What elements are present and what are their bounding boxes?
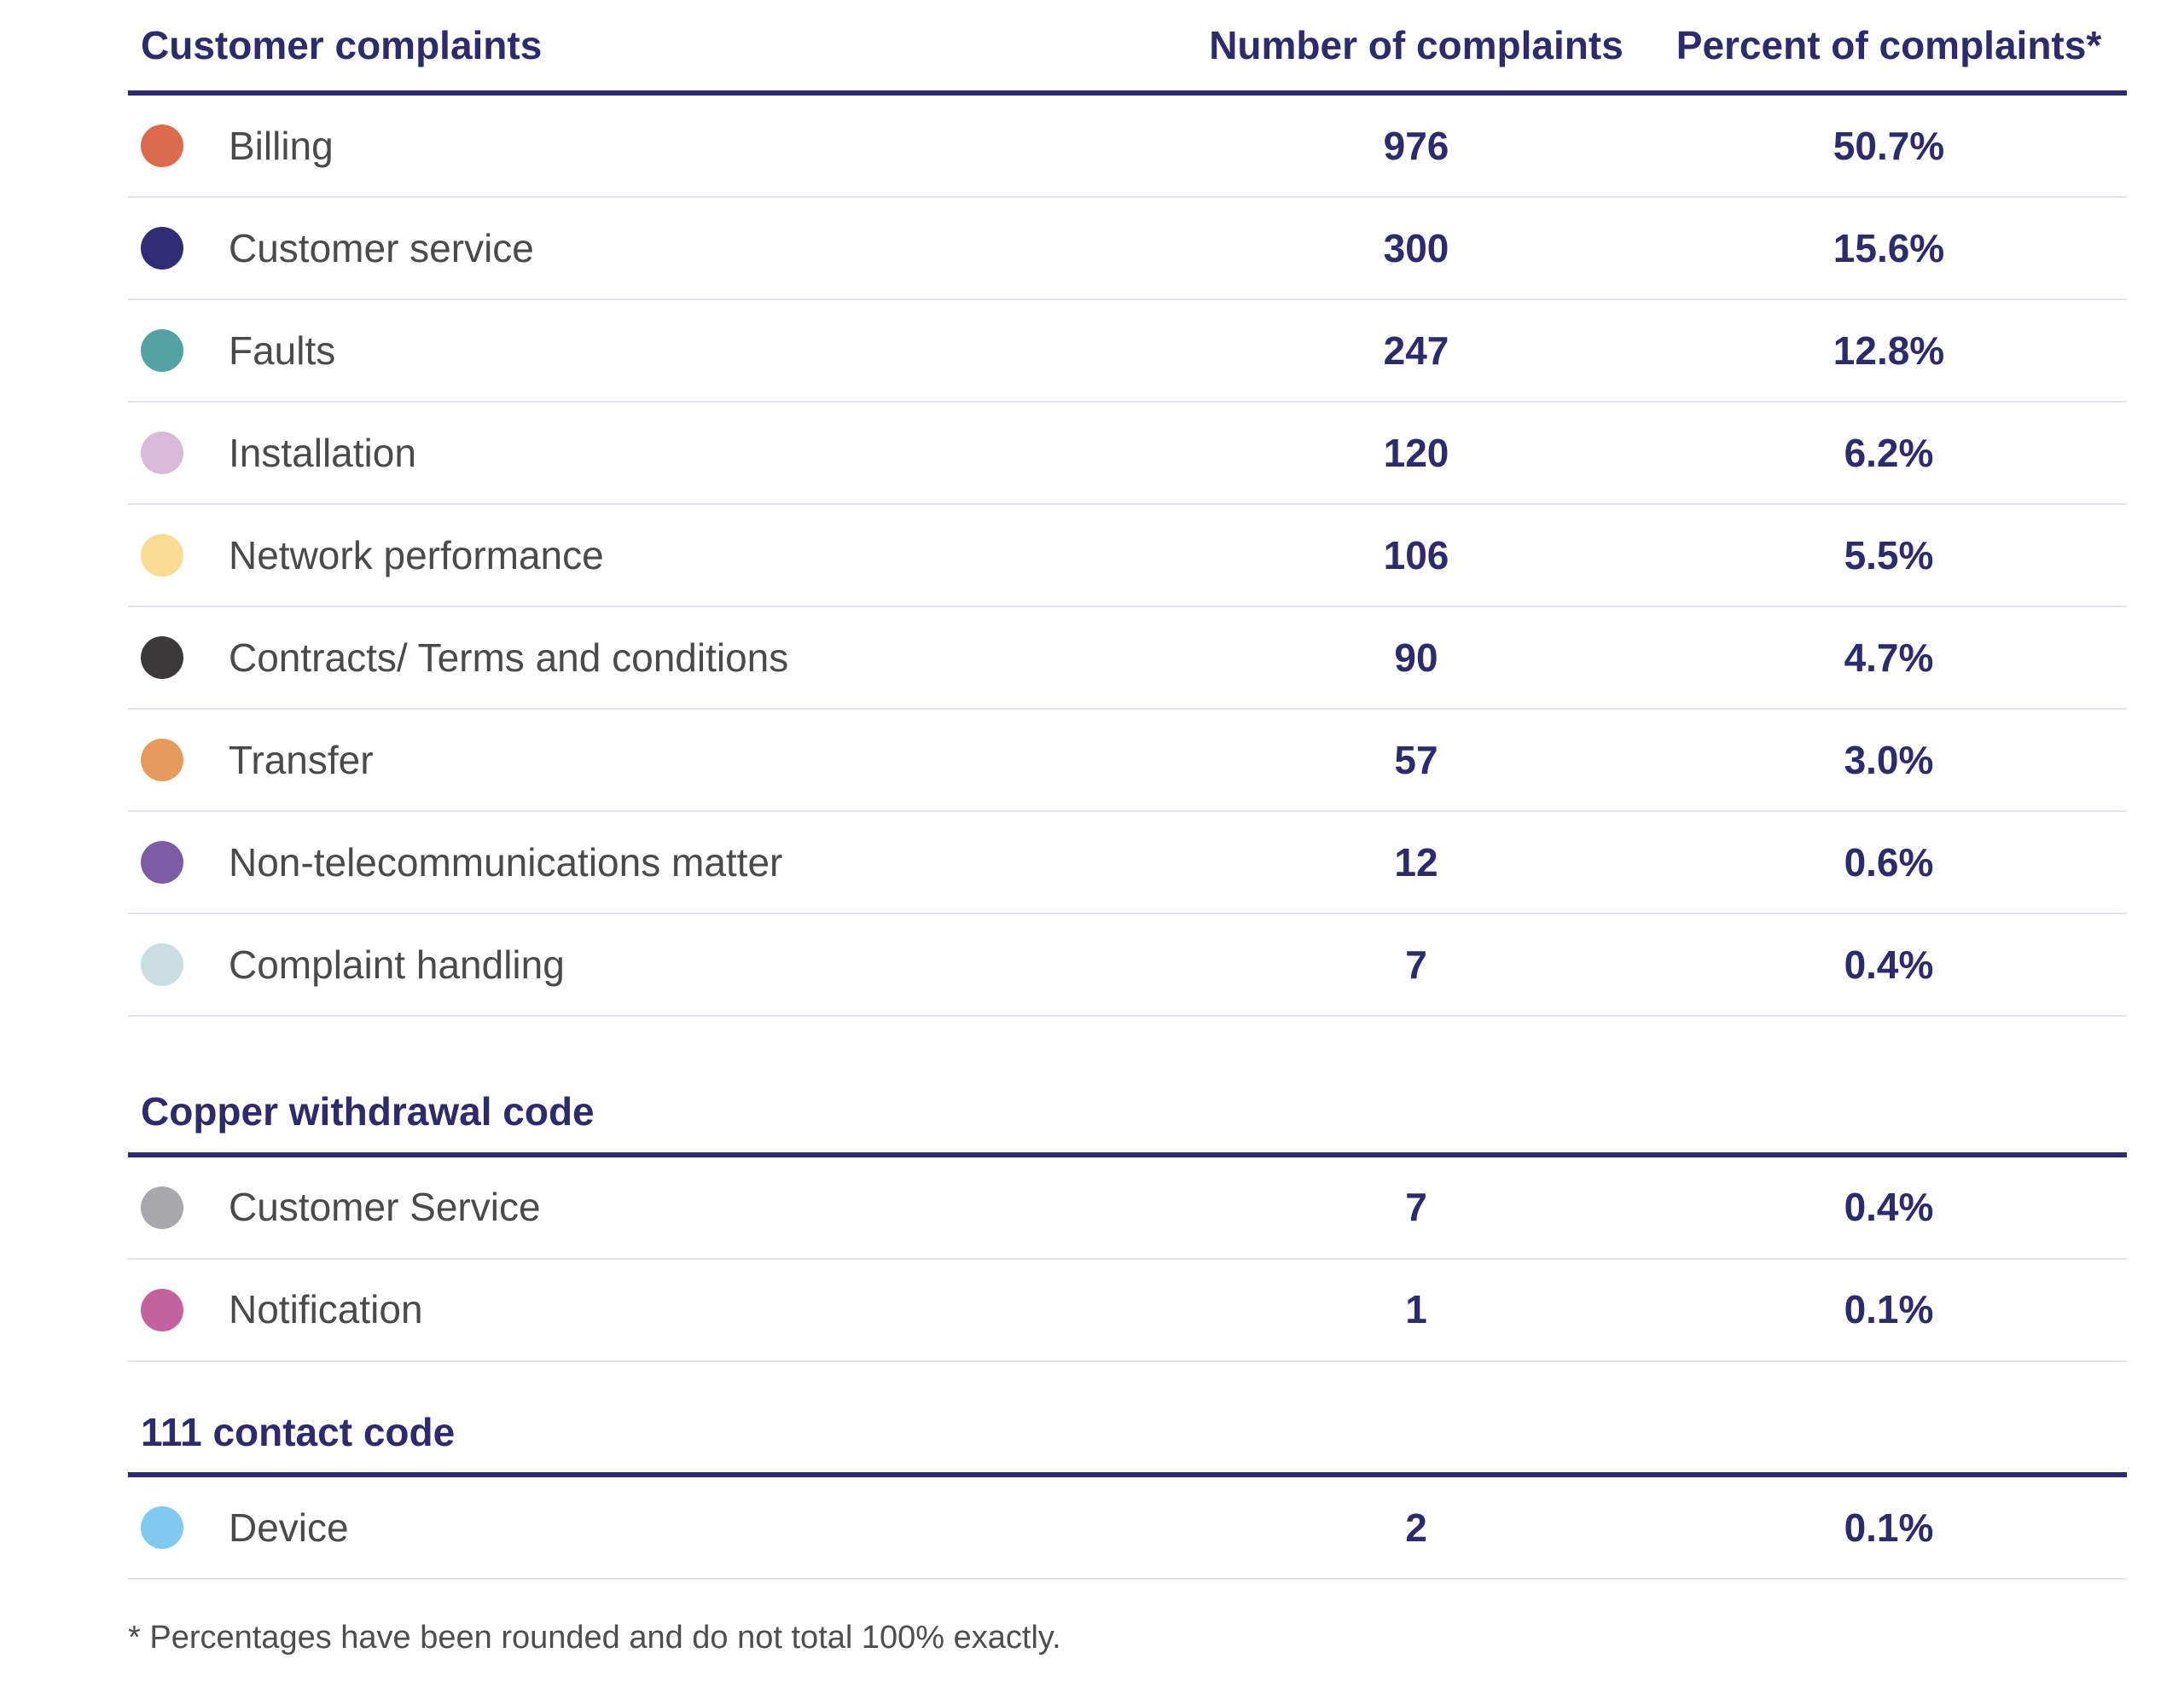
table-row-billing: Billing 976 50.7% (128, 96, 2127, 198)
row-label: Customer Service (229, 1185, 541, 1230)
column-header-percent-of-complaints: Percent of complaints* (1676, 22, 2102, 67)
row-percent: 3.0% (1844, 737, 1934, 782)
row-count: 90 (1394, 635, 1438, 680)
table-row-installation: Installation 120 6.2% (128, 403, 2127, 505)
row-percent: 15.6% (1833, 225, 1945, 270)
row-percent: 0.6% (1844, 839, 1934, 884)
table-row-non-telecommunications: Non-telecommunications matter 12 0.6% (128, 812, 2127, 914)
row-label: Billing (229, 123, 334, 168)
legend-dot-contracts (141, 636, 183, 679)
row-percent: 0.4% (1844, 942, 1934, 987)
complaints-table: Customer complaints Number of complaints… (128, 0, 2127, 1658)
column-header-customer-complaints: Customer complaints (141, 22, 543, 67)
row-percent: 6.2% (1844, 430, 1934, 475)
row-percent: 12.8% (1833, 328, 1945, 373)
row-count: 976 (1383, 123, 1449, 168)
row-percent: 0.4% (1844, 1185, 1934, 1230)
row-label: Non-telecommunications matter (229, 839, 783, 884)
legend-dot-installation (141, 432, 183, 474)
table-row-complaint-handling: Complaint handling 7 0.4% (128, 914, 2127, 1017)
column-header-number-of-complaints: Number of complaints (1209, 22, 1623, 67)
table-header-row: Customer complaints Number of complaints… (128, 0, 2127, 96)
table-row-transfer: Transfer 57 3.0% (128, 710, 2127, 812)
row-count: 300 (1383, 225, 1449, 270)
table-row-device: Device 2 0.1% (128, 1477, 2127, 1580)
row-count: 120 (1383, 430, 1449, 475)
legend-dot-copper-customer-service (141, 1186, 183, 1229)
legend-dot-network-performance (141, 534, 183, 577)
row-label: Installation (229, 430, 416, 475)
row-count: 57 (1394, 737, 1438, 782)
row-label: Transfer (229, 737, 374, 782)
legend-dot-customer-service (141, 227, 183, 270)
row-percent: 5.5% (1844, 532, 1934, 577)
section-111-contact-heading-block: 111 contact code (128, 1409, 2127, 1478)
percentages-footnote: * Percentages have been rounded and do n… (128, 1620, 1061, 1656)
section-heading-111-contact: 111 contact code (141, 1409, 456, 1454)
row-percent: 4.7% (1844, 635, 1934, 680)
row-percent: 50.7% (1833, 123, 1945, 168)
section-heading-copper-withdrawal: Copper withdrawal code (141, 1089, 595, 1134)
row-label: Customer service (229, 225, 534, 270)
table-row-contracts: Contracts/ Terms and conditions 90 4.7% (128, 607, 2127, 710)
row-count: 106 (1383, 532, 1449, 577)
table-row-network-performance: Network performance 106 5.5% (128, 505, 2127, 607)
row-count: 7 (1405, 1185, 1427, 1230)
row-label: Device (229, 1505, 349, 1550)
row-count: 1 (1405, 1287, 1427, 1332)
row-count: 12 (1394, 839, 1438, 884)
table-row-faults: Faults 247 12.8% (128, 300, 2127, 403)
row-label: Complaint handling (229, 942, 565, 987)
legend-dot-billing (141, 125, 183, 167)
legend-dot-transfer (141, 739, 183, 781)
legend-dot-device (141, 1506, 183, 1550)
row-percent: 0.1% (1844, 1505, 1934, 1550)
legend-dot-notification (141, 1288, 183, 1331)
legend-dot-non-telecommunications (141, 841, 183, 884)
row-percent: 0.1% (1844, 1287, 1934, 1332)
row-count: 7 (1405, 942, 1427, 987)
row-label: Contracts/ Terms and conditions (229, 635, 789, 680)
section-copper-withdrawal-heading-block: Copper withdrawal code (128, 1090, 2127, 1157)
table-row-customer-service: Customer service 300 15.6% (128, 198, 2127, 300)
row-label: Faults (229, 328, 336, 373)
legend-dot-complaint-handling (141, 943, 183, 986)
legend-dot-faults (141, 329, 183, 372)
table-row-copper-customer-service: Customer Service 7 0.4% (128, 1157, 2127, 1260)
row-label: Notification (229, 1287, 423, 1332)
table-row-notification: Notification 1 0.1% (128, 1260, 2127, 1362)
row-count: 247 (1383, 328, 1449, 373)
row-label: Network performance (229, 532, 604, 577)
row-count: 2 (1405, 1505, 1427, 1550)
